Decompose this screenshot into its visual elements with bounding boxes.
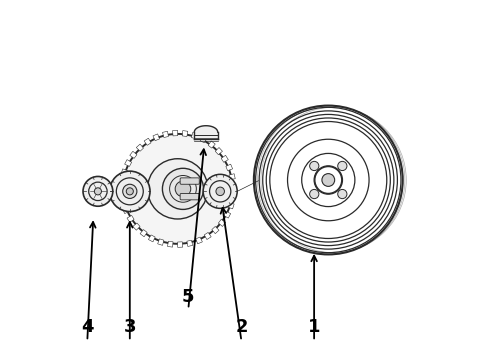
Polygon shape [136,144,144,151]
Circle shape [126,188,133,195]
Polygon shape [144,138,151,145]
Polygon shape [122,207,129,213]
Polygon shape [153,134,159,141]
Circle shape [338,189,347,199]
Circle shape [203,174,237,208]
Circle shape [175,181,191,197]
Polygon shape [130,151,137,158]
Polygon shape [127,215,134,222]
Circle shape [162,168,203,210]
Polygon shape [140,230,147,237]
Polygon shape [182,131,188,136]
Polygon shape [195,126,218,139]
Circle shape [83,176,113,206]
Polygon shape [120,198,126,204]
Polygon shape [133,223,140,230]
Polygon shape [124,159,132,166]
Text: 3: 3 [123,318,136,336]
Circle shape [122,134,233,244]
Polygon shape [231,184,236,189]
Polygon shape [226,164,233,171]
Polygon shape [172,130,178,136]
Polygon shape [219,219,225,226]
Circle shape [95,188,101,195]
Circle shape [338,161,347,171]
Polygon shape [208,141,215,148]
Polygon shape [228,203,234,209]
Circle shape [322,174,335,186]
Polygon shape [224,211,231,218]
Text: 5: 5 [182,288,195,306]
Polygon shape [215,148,222,155]
Polygon shape [120,179,125,184]
Polygon shape [158,239,164,246]
Text: 4: 4 [81,318,94,336]
Polygon shape [187,240,193,247]
Polygon shape [192,132,197,139]
Circle shape [147,159,208,219]
FancyBboxPatch shape [180,193,199,200]
Polygon shape [148,235,155,242]
Polygon shape [163,131,169,138]
Circle shape [110,171,150,212]
Polygon shape [200,136,207,143]
Circle shape [310,161,319,171]
Polygon shape [204,233,211,239]
Circle shape [216,187,224,195]
Circle shape [122,184,137,198]
Polygon shape [121,169,128,175]
Polygon shape [221,155,228,162]
Polygon shape [168,241,173,247]
Polygon shape [212,226,219,234]
Polygon shape [230,193,236,199]
Polygon shape [119,189,124,194]
FancyBboxPatch shape [180,178,199,184]
Text: 2: 2 [235,318,248,336]
Text: 1: 1 [308,318,320,336]
Polygon shape [229,174,235,180]
Circle shape [310,189,319,199]
Polygon shape [178,242,183,247]
Polygon shape [196,237,202,244]
